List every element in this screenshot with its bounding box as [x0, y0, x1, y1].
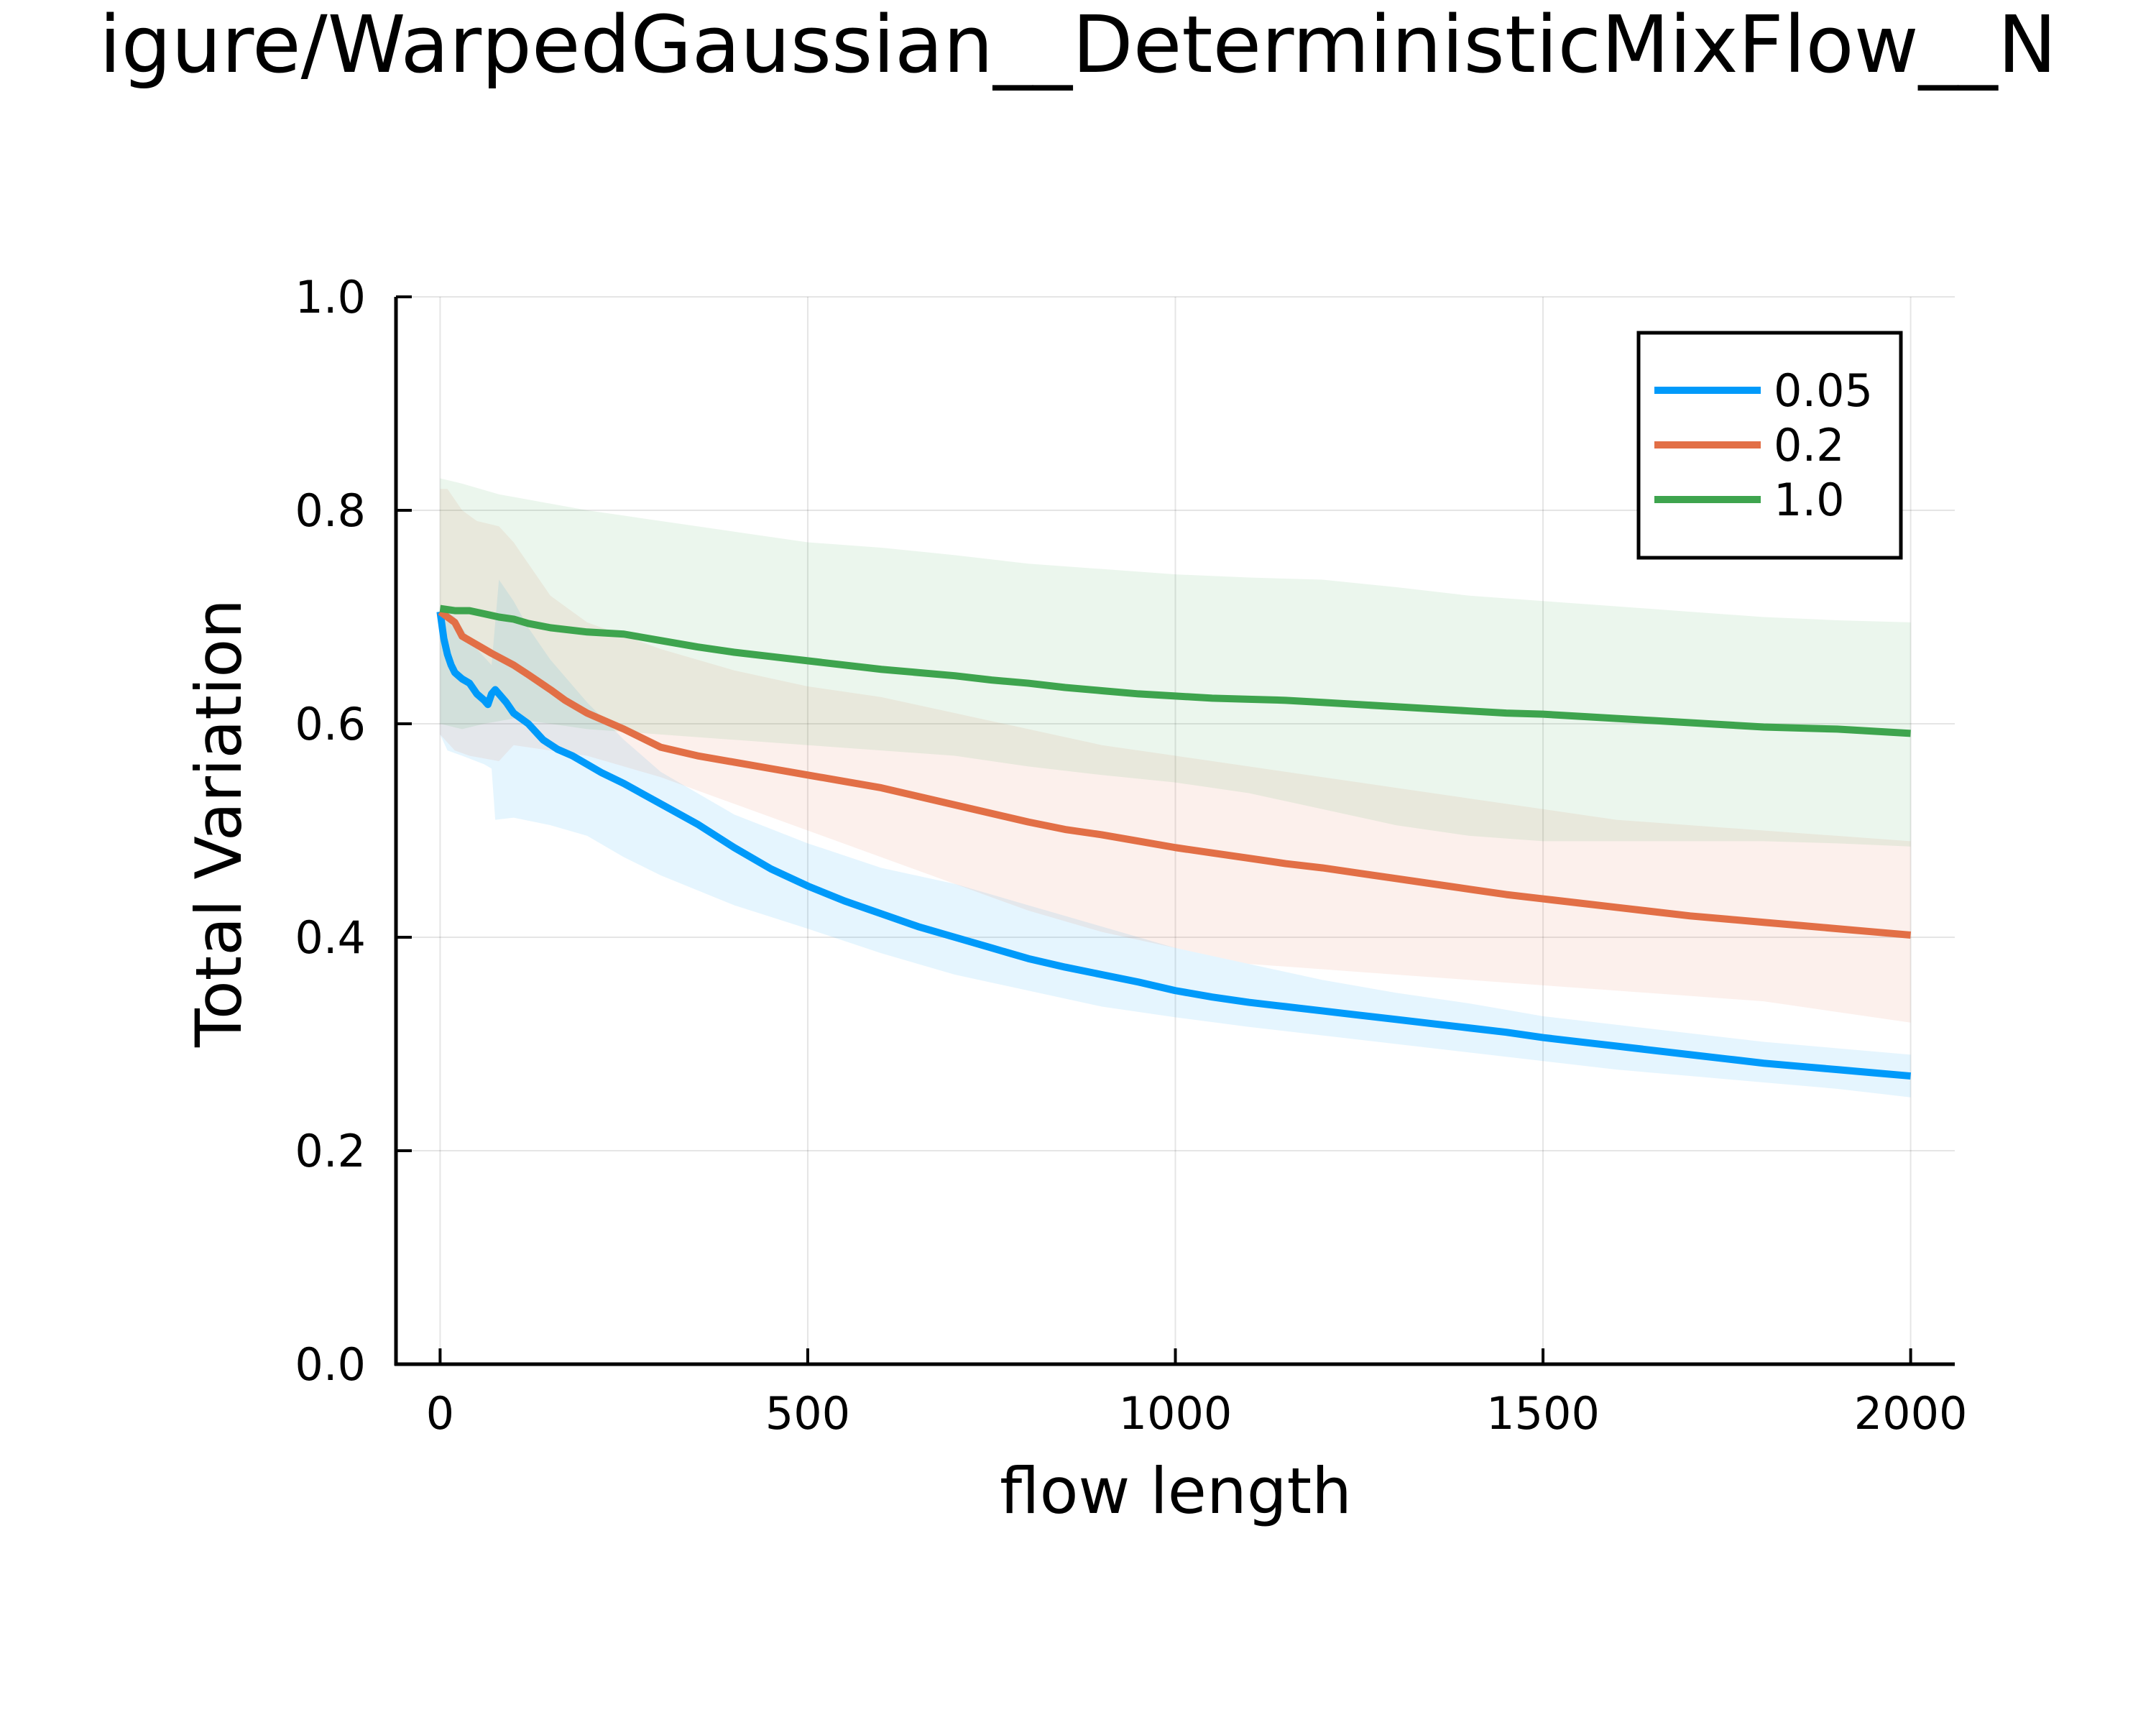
band-series-1.0	[440, 478, 1911, 847]
tick-labels: 0 500 1000 1500 2000 0.0 0.2 0.4 0.6 0.8 1.0	[295, 271, 1967, 1440]
line-series-0.2	[438, 609, 1912, 939]
series-lines	[436, 604, 1912, 1080]
x-tick-label: 1500	[1486, 1387, 1600, 1440]
legend: 0.050.21.0	[1636, 331, 1903, 560]
y-tick-label: 0.2	[295, 1125, 366, 1177]
legend-label-0.05: 0.05	[1774, 364, 1873, 417]
x-tick-label: 0	[426, 1387, 454, 1440]
axes	[394, 295, 1955, 1366]
legend-label-0.2: 0.2	[1774, 419, 1845, 472]
line-series-1.0	[439, 604, 1911, 737]
line-series-0.05	[436, 611, 1912, 1080]
y-tick-label: 0.6	[295, 698, 366, 750]
x-tick-label: 1000	[1119, 1387, 1233, 1440]
y-tick-label: 1.0	[295, 271, 366, 323]
y-tick-label: 0.8	[295, 484, 366, 537]
y-axis-label: Total Variation	[182, 599, 256, 1048]
band-series-0.2	[440, 489, 1911, 1023]
legend-label-1.0: 1.0	[1774, 474, 1845, 526]
x-tick-label: 2000	[1854, 1387, 1968, 1440]
chart-title: igure/WarpedGaussian__DeterministicMixFl…	[99, 0, 2057, 91]
y-tick-label: 0.4	[295, 911, 366, 964]
y-tick-label: 0.0	[295, 1338, 366, 1391]
x-tick-label: 500	[765, 1387, 850, 1440]
x-axis-label: flow length	[1000, 1454, 1352, 1528]
